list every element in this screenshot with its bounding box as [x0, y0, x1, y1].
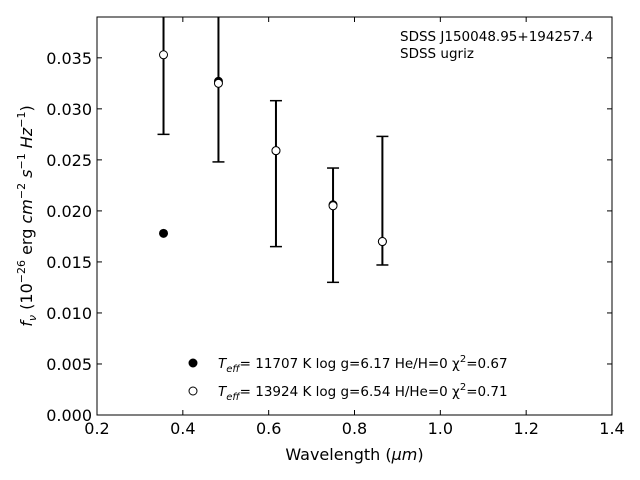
y-tick-label: 0.015: [46, 253, 92, 272]
annotation-filter-set: SDSS ugriz: [400, 46, 474, 62]
annotation-object-name: SDSS J150048.95+194257.4: [400, 29, 593, 45]
x-tick-label: 1.4: [599, 419, 624, 438]
y-label-cm: cm: [17, 199, 36, 223]
legend-entry-1-rest: = 11707 K log g=6.17 He/H=0 χ: [240, 356, 460, 372]
y-label-close: ): [17, 105, 36, 111]
model-point-open: [328, 201, 338, 211]
y-tick-label: 0.035: [46, 49, 92, 68]
legend-entry-2-sq: 2: [460, 382, 466, 393]
model-point-filled: [159, 228, 169, 238]
model-point-open: [213, 78, 223, 88]
legend: Teff= 11707 K log g=6.17 He/H=0 χ2=0.67 …: [188, 354, 508, 403]
y-tick-label: 0.010: [46, 304, 92, 323]
model-point-open: [271, 146, 281, 156]
y-label-exp1: −26: [15, 260, 28, 283]
legend-entry-1-t: T: [218, 356, 228, 372]
legend-entry-2-t: T: [218, 384, 228, 400]
y-tick-label: 0.000: [46, 406, 92, 425]
y-tick-label: 0.025: [46, 151, 92, 170]
x-axis-label-text: Wavelength (: [285, 445, 391, 464]
legend-entry-2-eff: eff: [226, 392, 241, 403]
y-label-nu: ν: [26, 315, 39, 321]
y-axis-label: fν (10−26 erg cm−2 s−1 Hz−1): [15, 105, 39, 326]
y-label-exp4: −1: [15, 112, 28, 128]
legend-entry-2-chi: =0.71: [466, 384, 507, 400]
model-point-open: [377, 237, 387, 247]
y-tick-label: 0.020: [46, 202, 92, 221]
y-label-f: f: [17, 319, 36, 327]
legend-entry-1: Teff= 11707 K log g=6.17 He/H=0 χ2=0.67: [218, 354, 508, 375]
y-label-exp2: −2: [15, 183, 28, 199]
x-tick-label: 0.4: [170, 419, 195, 438]
legend-entry-1-sq: 2: [460, 354, 466, 365]
x-tick-label: 0.2: [84, 419, 109, 438]
legend-entry-1-eff: eff: [226, 364, 241, 375]
x-tick-label: 1.2: [513, 419, 538, 438]
legend-marker-open: [188, 386, 198, 396]
x-axis-label: Wavelength (μm): [285, 445, 423, 464]
ticks: 0.2 0.4 0.6 0.8 1.0 1.2 1.4 0.000 0.005 0.010 0.01…: [46, 17, 625, 438]
y-label-exp3: −1: [15, 153, 28, 169]
legend-entry-2-rest: = 13924 K log g=6.54 H/He=0 χ: [240, 384, 460, 400]
x-axis-label-unit: μm: [391, 445, 418, 464]
x-tick-label: 0.8: [342, 419, 367, 438]
y-label-s: s: [17, 170, 36, 183]
plot-frame: [96, 16, 613, 416]
x-tick-label: 1.0: [428, 419, 453, 438]
x-axis-label-close: ): [417, 445, 423, 464]
y-tick-label: 0.005: [46, 355, 92, 374]
legend-entry-2: Teff= 13924 K log g=6.54 H/He=0 χ2=0.71: [218, 382, 508, 403]
y-label-erg: erg: [17, 224, 36, 260]
data-points: [159, 50, 387, 247]
legend-entry-1-chi: =0.67: [466, 356, 507, 372]
plot-area: [97, 17, 612, 415]
legend-marker-filled: [188, 358, 198, 368]
x-tick-label: 0.6: [256, 419, 281, 438]
y-label-open: (10: [17, 283, 36, 315]
model-point-open: [159, 50, 169, 60]
y-label-hz: Hz: [17, 127, 36, 153]
y-tick-label: 0.030: [46, 100, 92, 119]
